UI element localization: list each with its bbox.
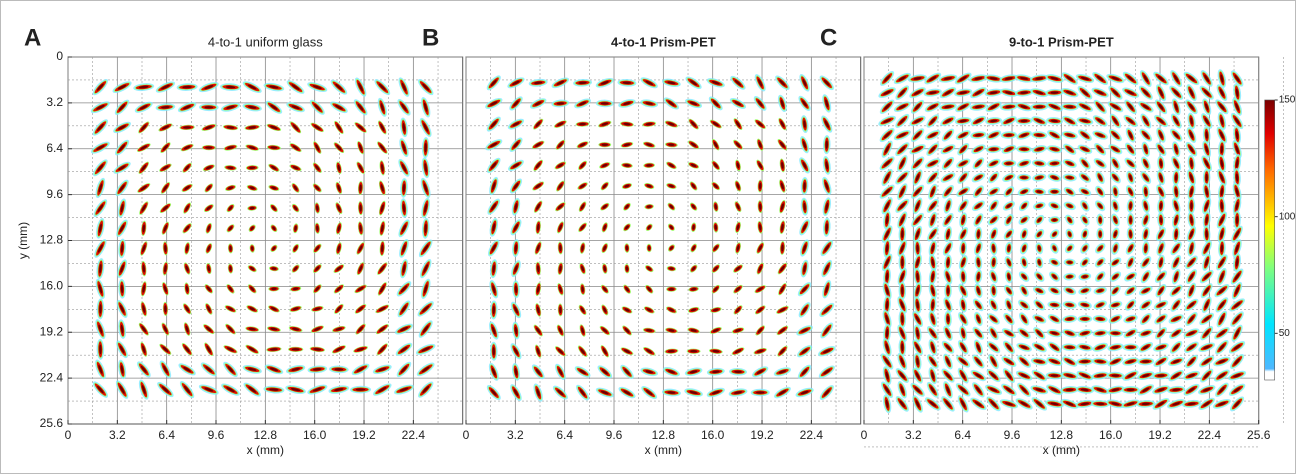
panel: B 4-to-1 Prism-PET 0 3.2 6.4 9.6 12.8 16.0 19.2 2… xyxy=(422,24,861,457)
x-tick-label: 22.4 xyxy=(402,428,426,442)
spot-peak xyxy=(901,258,903,266)
x-tick-label: 9.6 xyxy=(208,428,225,442)
panel-letter: C xyxy=(820,24,837,51)
y-tick-label: 0 xyxy=(56,49,63,63)
spot-peak xyxy=(947,287,949,294)
panel-letter: B xyxy=(422,24,439,51)
panel-letter: A xyxy=(24,24,41,51)
panel: A 4-to-1 uniform glass 0 3.2 6.4 9.6 12.8 16.0 1… xyxy=(16,24,463,457)
x-tick-label: 22.4 xyxy=(800,428,824,442)
x-tick-label: 0 xyxy=(463,428,470,442)
x-axis-label: x (mm) xyxy=(247,443,284,457)
x-tick-label: 16.0 xyxy=(701,428,725,442)
panel: C 9-to-1 Prism-PET 0 3.2 6.4 9.6 12.8 16.0 19.2 2… xyxy=(820,24,1296,457)
x-tick-label: 3.2 xyxy=(905,428,922,442)
x-tick-label: 22.4 xyxy=(1198,428,1222,442)
x-tick-label: 0 xyxy=(65,428,72,442)
x-tick-label: 12.8 xyxy=(1050,428,1074,442)
x-tick-label: 6.4 xyxy=(556,428,573,442)
panel-title: 4-to-1 Prism-PET xyxy=(611,34,716,49)
y-tick-label: 25.6 xyxy=(40,416,64,430)
x-tick-label: 25.6 xyxy=(1247,428,1271,442)
colorbar-tick-label: 100 xyxy=(1279,211,1296,222)
x-axis-label: x (mm) xyxy=(1043,443,1080,457)
y-axis-label: y (mm) xyxy=(16,222,30,259)
y-tick-label: 12.8 xyxy=(40,233,64,247)
figure: A 4-to-1 uniform glass 0 3.2 6.4 9.6 12.8 16.0 1… xyxy=(0,0,1296,474)
x-tick-label: 3.2 xyxy=(109,428,126,442)
x-axis-label: x (mm) xyxy=(645,443,682,457)
x-tick-label: 16.0 xyxy=(1099,428,1123,442)
y-tick-label: 22.4 xyxy=(40,370,64,384)
x-tick-label: 12.8 xyxy=(652,428,676,442)
x-tick-label: 9.6 xyxy=(1004,428,1021,442)
y-tick-label: 19.2 xyxy=(40,324,64,338)
x-tick-label: 16.0 xyxy=(303,428,327,442)
x-tick-label: 12.8 xyxy=(254,428,278,442)
x-tick-label: 6.4 xyxy=(158,428,175,442)
x-tick-label: 19.2 xyxy=(750,428,774,442)
y-tick-label: 3.2 xyxy=(46,95,63,109)
x-tick-label: 0 xyxy=(861,428,868,442)
panel-title: 4-to-1 uniform glass xyxy=(208,34,323,49)
colorbar-tick-label: 150 xyxy=(1279,95,1296,106)
panel-title: 9-to-1 Prism-PET xyxy=(1009,34,1114,49)
colorbar-tick-label: 50 xyxy=(1279,328,1291,339)
x-tick-label: 3.2 xyxy=(507,428,524,442)
y-tick-label: 16.0 xyxy=(40,279,64,293)
y-tick-label: 9.6 xyxy=(46,187,63,201)
x-tick-label: 19.2 xyxy=(1148,428,1172,442)
colorbar xyxy=(1265,100,1275,380)
spot-peak xyxy=(1052,190,1057,192)
x-tick-label: 9.6 xyxy=(606,428,623,442)
y-tick-label: 6.4 xyxy=(46,141,63,155)
x-tick-label: 19.2 xyxy=(352,428,376,442)
x-tick-label: 6.4 xyxy=(954,428,971,442)
